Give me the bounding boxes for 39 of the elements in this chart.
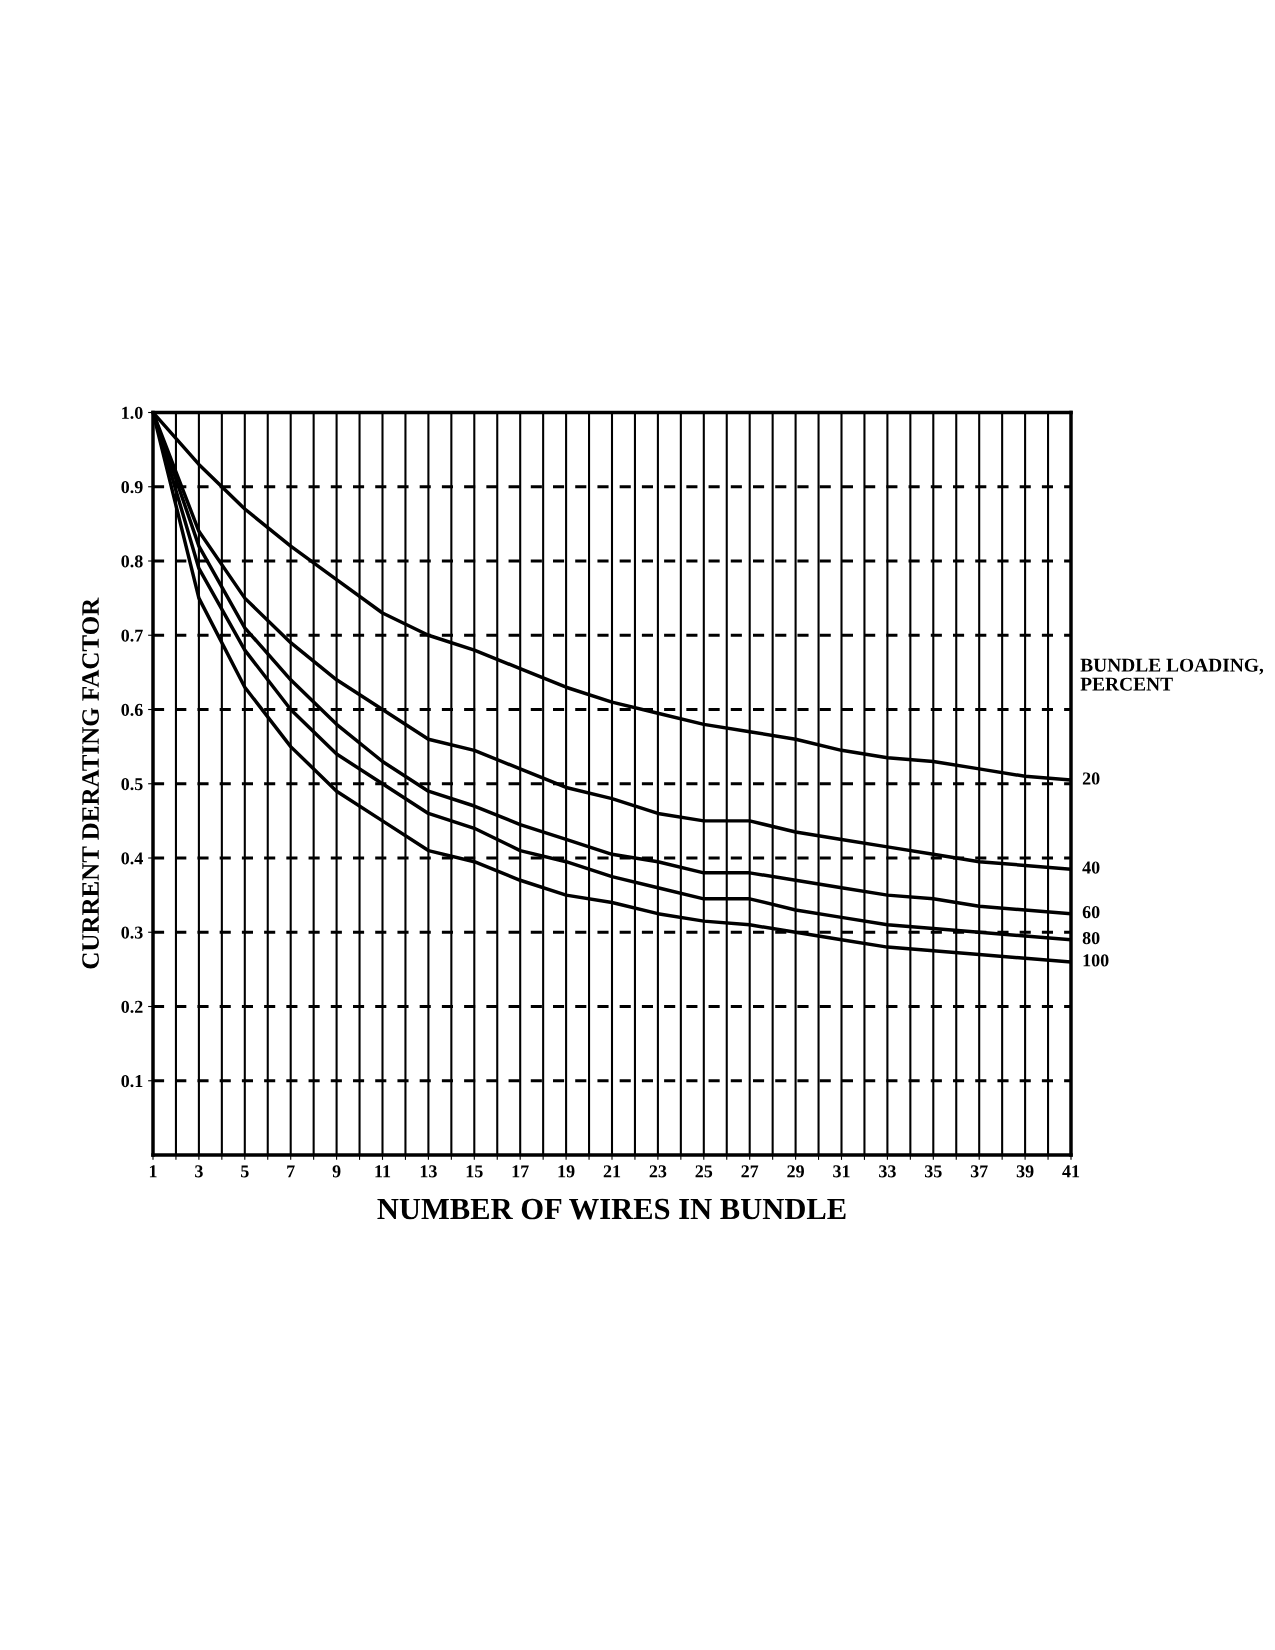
y-tick-label: 1.0 — [122, 406, 143, 420]
x-tick-label: 17 — [512, 1165, 529, 1178]
y-tick-label: 0.1 — [121, 1075, 143, 1088]
x-tick-label: 5 — [241, 1165, 249, 1178]
x-tick-label: 23 — [649, 1165, 667, 1178]
series-label: 80 — [1082, 932, 1100, 945]
x-tick-label: 35 — [924, 1165, 942, 1178]
series-label: 20 — [1082, 772, 1100, 785]
x-tick-label: 1 — [149, 1165, 157, 1178]
x-tick-label: 11 — [375, 1165, 391, 1178]
x-tick-label: 3 — [195, 1165, 203, 1178]
x-tick-label: 9 — [332, 1165, 341, 1178]
series-label: 100 — [1083, 954, 1109, 967]
y-tick-label: 0.8 — [121, 555, 143, 568]
y-tick-label: 0.2 — [121, 1000, 143, 1014]
x-tick-label: 15 — [466, 1165, 483, 1178]
x-tick-label: 19 — [558, 1165, 575, 1178]
x-tick-label: 7 — [287, 1165, 295, 1178]
x-tick-label: 25 — [695, 1165, 713, 1178]
y-tick-label: 0.3 — [121, 926, 143, 939]
x-tick-label: 29 — [787, 1165, 804, 1178]
x-tick-label: 41 — [1062, 1165, 1080, 1178]
legend-title: BUNDLE LOADING, PERCENT — [1080, 658, 1264, 691]
x-tick-label: 39 — [1016, 1165, 1034, 1178]
x-tick-label: 27 — [741, 1165, 759, 1178]
x-tick-label: 31 — [833, 1165, 850, 1178]
x-tick-label: 21 — [603, 1165, 621, 1178]
y-tick-label: 0.4 — [121, 852, 143, 865]
x-tick-label: 13 — [420, 1165, 437, 1178]
x-axis-title: NUMBER OF WIRES IN BUNDLE — [377, 1198, 846, 1220]
y-axis-title: CURRENT DERATING FACTOR — [82, 597, 99, 969]
y-tick-label: 0.9 — [121, 481, 143, 494]
x-tick-label: 37 — [970, 1165, 988, 1178]
x-tick-label: 33 — [879, 1165, 896, 1178]
series-label: 60 — [1082, 906, 1100, 919]
y-tick-label: 0.7 — [121, 629, 143, 642]
y-tick-label: 0.5 — [121, 778, 143, 791]
y-tick-label: 0.6 — [121, 703, 143, 717]
series-label: 40 — [1082, 861, 1100, 874]
